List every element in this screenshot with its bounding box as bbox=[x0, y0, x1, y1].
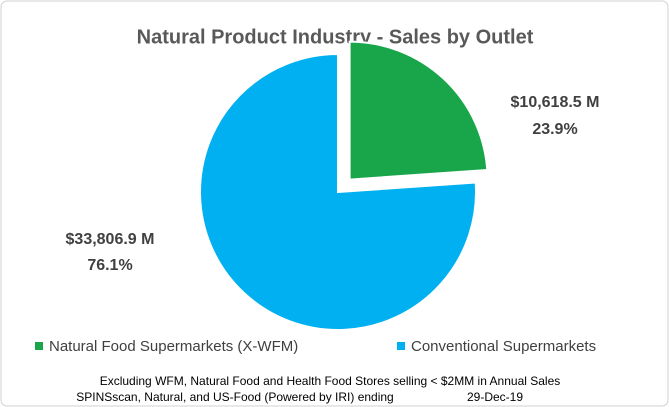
pie-slice bbox=[199, 52, 477, 331]
legend-label: Conventional Supermarkets bbox=[411, 338, 596, 355]
legend-swatch bbox=[35, 342, 43, 350]
value-label: $33,806.9 M bbox=[66, 231, 155, 248]
percent-label: 23.9% bbox=[532, 121, 577, 138]
legend-swatch bbox=[397, 342, 405, 350]
legend-label: Natural Food Supermarkets (X-WFM) bbox=[49, 338, 298, 355]
footnote: SPINSscan, Natural, and US-Food (Powered… bbox=[76, 390, 393, 404]
value-label: $10,618.5 M bbox=[511, 94, 600, 111]
footnote-date: 29-Dec-19 bbox=[467, 390, 523, 404]
pie-slice bbox=[348, 40, 489, 181]
footnote: Excluding WFM, Natural Food and Health F… bbox=[100, 374, 561, 388]
percent-label: 76.1% bbox=[87, 257, 132, 274]
chart-title: Natural Product Industry - Sales by Outl… bbox=[137, 26, 534, 48]
